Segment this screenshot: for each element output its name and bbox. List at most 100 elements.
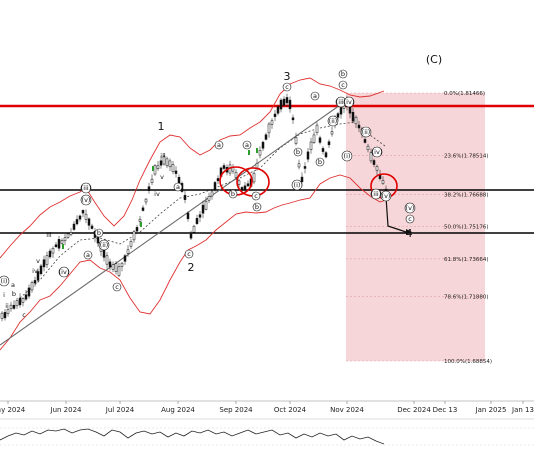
candle-body bbox=[138, 218, 142, 222]
wave-label-minor: iv bbox=[32, 267, 38, 275]
candle-body bbox=[171, 164, 175, 172]
candle-body bbox=[114, 263, 118, 272]
wave-label-major: 4 bbox=[406, 227, 413, 240]
candle-body bbox=[81, 210, 85, 214]
candle-body bbox=[108, 261, 112, 268]
wave-label-circle bbox=[173, 182, 183, 192]
wave-label-circle bbox=[214, 140, 224, 150]
candle-body bbox=[240, 187, 244, 191]
candle-body bbox=[18, 297, 22, 306]
wave-label-circle bbox=[327, 115, 339, 127]
candle-body bbox=[237, 180, 241, 185]
wave-label-circle bbox=[184, 249, 194, 259]
candle-body-green bbox=[152, 166, 154, 171]
candle-body bbox=[216, 178, 220, 182]
wave-label-minor: c bbox=[341, 81, 345, 89]
wave-label-circle bbox=[80, 194, 92, 206]
candle-body bbox=[57, 239, 61, 249]
candle-body-green bbox=[248, 150, 250, 155]
candle-body bbox=[357, 124, 361, 129]
candle-body bbox=[27, 287, 31, 297]
candle-body bbox=[60, 240, 64, 244]
candle-body bbox=[3, 312, 7, 319]
wave-label-minor: (iv) bbox=[372, 148, 383, 156]
wave-label-circle bbox=[404, 202, 416, 214]
candle-body bbox=[192, 225, 196, 233]
candle-body bbox=[45, 255, 49, 265]
wave-label-circle bbox=[94, 228, 104, 238]
candle-body bbox=[198, 214, 202, 218]
candle-body bbox=[354, 116, 358, 125]
wave-label-minor: c bbox=[408, 215, 412, 223]
bollinger-upper bbox=[0, 77, 385, 259]
wave-labels: 1234(C)abciiiiiiivviiiivv(i)(iii)(iv)(v)… bbox=[0, 53, 442, 319]
wave-label-minor: c bbox=[22, 311, 26, 319]
wave-label-circle bbox=[0, 275, 10, 287]
candle-body bbox=[303, 166, 307, 169]
wave-label-circle bbox=[80, 182, 92, 194]
x-tick-label: Oct 2024 bbox=[274, 406, 307, 414]
candle-body bbox=[276, 106, 280, 114]
candle-body bbox=[300, 176, 304, 183]
wave-label-minor: b bbox=[255, 203, 259, 211]
candle-body bbox=[132, 231, 136, 241]
x-tick-label: Jan 13 bbox=[511, 406, 534, 414]
wave-label-circle bbox=[291, 179, 303, 191]
candle-body bbox=[375, 166, 379, 171]
wave-label-minor: a bbox=[217, 141, 221, 149]
wave-label-minor: a bbox=[11, 281, 15, 289]
candle-body bbox=[126, 249, 130, 254]
candle-body bbox=[327, 141, 331, 146]
candle-body bbox=[15, 300, 19, 306]
candle-body bbox=[150, 178, 154, 183]
wave-label-minor: a bbox=[86, 251, 90, 259]
wave-label-circle bbox=[98, 239, 110, 251]
candle-body bbox=[186, 212, 190, 220]
candle-body bbox=[321, 148, 325, 152]
candle-body bbox=[279, 99, 283, 110]
candle-body bbox=[147, 186, 151, 191]
candle-body bbox=[48, 250, 52, 258]
candle-body bbox=[273, 113, 277, 117]
wave-label-minor: (i) bbox=[344, 152, 351, 160]
wave-label-minor: (i) bbox=[294, 181, 301, 189]
wave-label-circle bbox=[343, 96, 355, 108]
wave-label-circle bbox=[282, 82, 292, 92]
candle-body bbox=[324, 152, 328, 158]
candle-body bbox=[351, 111, 355, 122]
wave-label-circle bbox=[338, 80, 348, 90]
candle-body bbox=[312, 134, 316, 143]
wave-label-minor: v bbox=[160, 173, 164, 181]
candle-body bbox=[153, 165, 157, 175]
candle-body-green bbox=[140, 222, 142, 227]
candle-body bbox=[111, 264, 115, 270]
candle-body bbox=[282, 98, 286, 106]
wave-label-circle bbox=[360, 126, 372, 138]
candle-body bbox=[309, 141, 313, 150]
candle-body bbox=[285, 97, 289, 104]
candle-body bbox=[363, 139, 367, 143]
candle-body bbox=[162, 156, 166, 165]
wave-label-minor: (iv) bbox=[59, 268, 70, 276]
wave-label-major: 3 bbox=[284, 70, 291, 83]
candle-body bbox=[381, 180, 385, 184]
candle-body bbox=[30, 282, 34, 291]
wave-label-circle bbox=[405, 214, 415, 224]
candle-body bbox=[51, 248, 55, 254]
candle-body bbox=[72, 223, 76, 230]
candle-body bbox=[141, 207, 145, 211]
candle-body bbox=[66, 233, 70, 238]
candle-body bbox=[246, 183, 250, 187]
wave-label-circle bbox=[293, 147, 303, 157]
candle-body-green bbox=[256, 148, 258, 153]
x-tick-label: Nov 2024 bbox=[330, 406, 364, 414]
wave-label-circle bbox=[228, 189, 238, 199]
candle-body bbox=[9, 304, 13, 310]
candle-body bbox=[258, 150, 262, 156]
candle-body-green bbox=[62, 244, 64, 249]
wave-label-minor: a bbox=[313, 92, 317, 100]
candle-body bbox=[0, 312, 4, 319]
candle-body bbox=[264, 134, 268, 140]
wave-label-minor: (iv) bbox=[344, 98, 355, 106]
candle-body bbox=[234, 171, 238, 178]
